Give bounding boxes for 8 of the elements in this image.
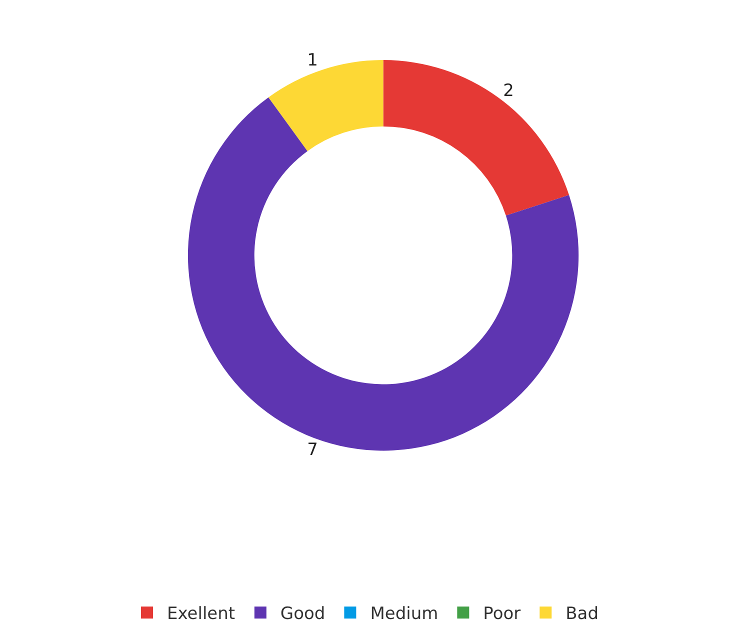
data-label: 7 [307,440,318,460]
data-label: 1 [307,50,318,71]
data-label: 2 [503,80,514,101]
legend-label: Bad [566,604,599,624]
legend-label: Poor [483,604,521,624]
legend-label: Good [280,604,326,624]
legend-label: Exellent [167,604,236,624]
legend-label: Medium [370,604,438,624]
